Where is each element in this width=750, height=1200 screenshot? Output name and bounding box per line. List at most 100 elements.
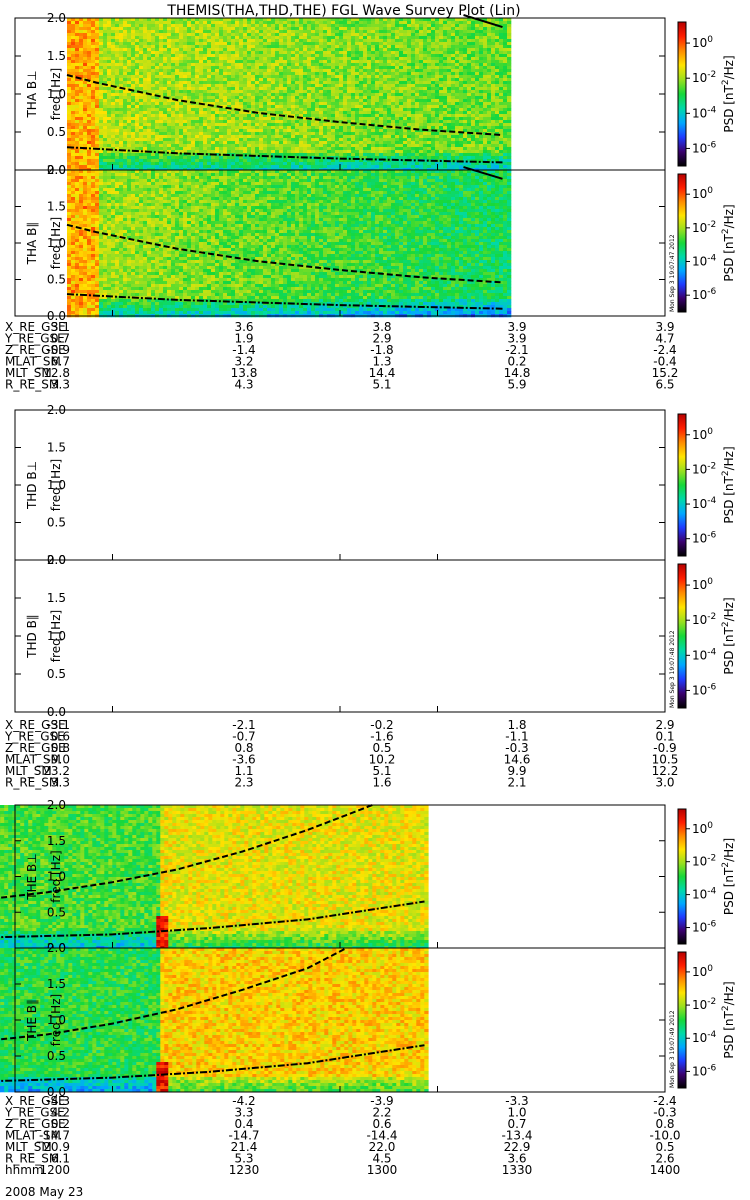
spectrogram-cell: [271, 105, 275, 108]
spectrogram-cell: [431, 66, 435, 69]
spectrogram-cell: [287, 153, 291, 156]
spectrogram-cell: [263, 39, 267, 42]
spectrogram-cell: [175, 42, 179, 45]
spectrogram-cell: [395, 66, 399, 69]
spectrogram-cell: [127, 69, 131, 72]
spectrogram-cell: [259, 60, 263, 63]
spectrogram-cell: [375, 105, 379, 108]
spectrogram-cell: [419, 84, 423, 87]
spectrogram-cell: [191, 39, 195, 42]
spectrogram-cell: [363, 105, 367, 108]
spectrogram-cell: [375, 150, 379, 153]
spectrogram-cell: [407, 51, 411, 54]
spectrogram-cell: [171, 135, 175, 138]
spectrogram-cell: [407, 90, 411, 93]
spectrogram-cell: [431, 30, 435, 33]
spectrogram-cell: [275, 111, 279, 114]
spectrogram-cell: [447, 153, 451, 156]
spectrogram-cell: [255, 51, 259, 54]
spectrogram-cell: [111, 69, 115, 72]
spectrogram-cell: [419, 39, 423, 42]
spectrogram-cell: [167, 165, 171, 168]
spectrogram-cell: [163, 84, 167, 87]
spectrogram-cell: [219, 135, 223, 138]
spectrogram-cell: [179, 30, 183, 33]
spectrogram-cell: [275, 150, 279, 153]
spectrogram-cell: [387, 27, 391, 30]
spectrogram-cell: [451, 162, 455, 165]
spectrogram-cell: [323, 159, 327, 162]
spectrogram-cell: [339, 105, 343, 108]
spectrogram-cell: [379, 114, 383, 117]
spectrogram-cell: [307, 102, 311, 105]
spectrogram-cell: [243, 162, 247, 165]
spectrogram-cell: [203, 75, 207, 78]
spectrogram-cell: [143, 81, 147, 84]
spectrogram-cell: [439, 117, 443, 120]
spectrogram-cell: [275, 141, 279, 144]
spectrogram-cell: [91, 126, 95, 129]
spectrogram-cell: [403, 162, 407, 165]
spectrogram-cell: [347, 90, 351, 93]
spectrogram-cell: [339, 126, 343, 129]
spectrogram-cell: [375, 117, 379, 120]
spectrogram-cell: [323, 132, 327, 135]
spectrogram-cell: [315, 60, 319, 63]
spectrogram-cell: [283, 57, 287, 60]
spectrogram-cell: [407, 153, 411, 156]
spectrogram-cell: [171, 24, 175, 27]
spectrogram-cell: [347, 132, 351, 135]
spectrogram-cell: [415, 66, 419, 69]
spectrogram-cell: [139, 165, 143, 168]
spectrogram-cell: [307, 66, 311, 69]
spectrogram-cell: [415, 57, 419, 60]
spectrogram-cell: [403, 87, 407, 90]
spectrogram-cell: [79, 33, 83, 36]
spectrogram-cell: [347, 147, 351, 150]
spectrogram-cell: [215, 111, 219, 114]
spectrogram-cell: [367, 30, 371, 33]
spectrogram-cell: [235, 90, 239, 93]
spectrogram-cell: [451, 51, 455, 54]
spectrogram-cell: [351, 39, 355, 42]
spectrogram-cell: [219, 75, 223, 78]
spectrogram-cell: [199, 51, 203, 54]
spectrogram-cell: [263, 141, 267, 144]
spectrogram-cell: [283, 45, 287, 48]
spectrogram-cell: [231, 132, 235, 135]
spectrogram-cell: [371, 30, 375, 33]
spectrogram-cell: [119, 96, 123, 99]
spectrogram-cell: [443, 156, 447, 159]
spectrogram-cell: [263, 36, 267, 39]
spectrogram-cell: [279, 27, 283, 30]
spectrogram-cell: [423, 33, 427, 36]
spectrogram-cell: [251, 60, 255, 63]
spectrogram-cell: [235, 123, 239, 126]
spectrogram-cell: [371, 75, 375, 78]
spectrogram-cell: [271, 75, 275, 78]
spectrogram-cell: [339, 42, 343, 45]
spectrogram-cell: [263, 78, 267, 81]
spectrogram-cell: [123, 114, 127, 117]
spectrogram-cell: [91, 99, 95, 102]
spectrogram-cell: [351, 93, 355, 96]
spectrogram-cell: [439, 63, 443, 66]
spectrogram-cell: [79, 51, 83, 54]
spectrogram-cell: [179, 138, 183, 141]
spectrogram-cell: [383, 138, 387, 141]
spectrogram-cell: [375, 33, 379, 36]
spectrogram-cell: [283, 87, 287, 90]
spectrogram-cell: [179, 156, 183, 159]
spectrogram-cell: [239, 69, 243, 72]
spectrogram-cell: [235, 126, 239, 129]
spectrogram-cell: [123, 129, 127, 132]
spectrogram-cell: [179, 66, 183, 69]
spectrogram-cell: [407, 156, 411, 159]
spectrogram-cell: [311, 81, 315, 84]
spectrogram-cell: [403, 129, 407, 132]
spectrogram-cell: [291, 27, 295, 30]
spectrogram-cell: [371, 24, 375, 27]
spectrogram-cell: [143, 126, 147, 129]
spectrogram-cell: [383, 78, 387, 81]
spectrogram-cell: [135, 42, 139, 45]
